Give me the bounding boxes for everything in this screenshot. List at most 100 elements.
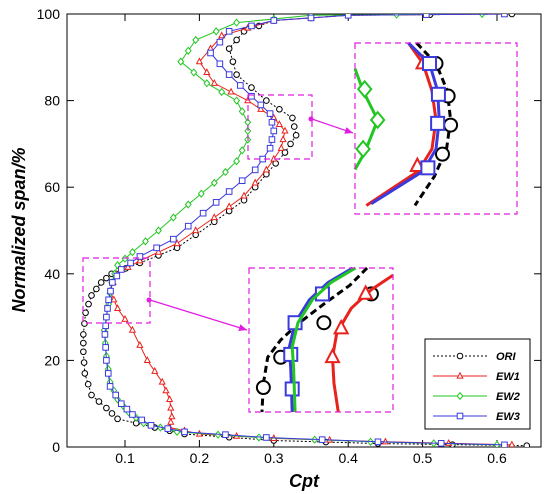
data-point [318,436,326,443]
data-point [101,331,109,338]
y-axis-title: Normalized span/% [9,147,29,312]
data-point [88,292,95,299]
data-point [128,325,137,333]
zoom-callouts [82,41,518,413]
data-point [277,143,285,151]
data-point [225,45,233,52]
legend-marker [456,391,464,401]
zoom-curve-ew2 [353,68,386,171]
legend-item-ori: ORI [433,351,517,363]
data-point [275,120,284,128]
zoom-curve-line [260,266,369,413]
axis-ticks: 0.1 0.2 0.3 0.4 0.5 0.6 0 20 40 60 80 100 [37,6,541,466]
data-point [423,14,430,18]
zoom-arrow-dot [308,116,314,122]
x-tick-label: 0.4 [338,450,358,466]
data-point [151,366,159,374]
data-point [129,411,136,418]
zoom-marker [333,318,350,335]
zoom-marker [314,286,330,302]
data-point [153,244,160,252]
data-point [523,442,531,447]
legend-item-ew3: EW3 [433,411,520,423]
data-point [142,237,149,246]
zoom-marker [284,381,300,397]
data-point [203,79,211,88]
data-point [82,309,89,317]
y-tick-label: 100 [37,6,61,22]
data-point [248,22,255,30]
data-point [233,18,241,27]
data-point [210,178,218,188]
data-point [117,266,125,273]
data-point [136,340,144,348]
data-point [184,222,192,230]
data-point [210,213,218,221]
series-ew3 [101,14,508,447]
zoom-marker [316,315,332,331]
data-point [105,296,112,304]
data-point [181,428,188,436]
data-point [262,165,270,173]
zoom-curve-ew3 [370,41,446,206]
legend-label: EW3 [496,411,520,423]
data-point [268,118,276,126]
zoom-arrow-dot [146,297,152,303]
x-tick-label: 0.2 [190,450,210,466]
zoom-marker [357,284,374,300]
zoom-inset-frame [354,42,518,215]
x-tick-label: 0.6 [487,450,507,466]
data-point [287,140,294,148]
data-point [121,314,129,322]
data-point [248,92,255,100]
data-point [95,398,103,405]
legend-item-ew2: EW2 [433,391,520,403]
data-point [102,322,109,330]
data-point [237,82,244,89]
data-point [136,256,144,264]
data-point [107,287,114,295]
data-point [166,395,174,402]
zoom-region-box [247,94,313,160]
zoom-marker [420,160,436,176]
zoom-arrow-head [344,127,353,134]
zoom-marker [430,115,446,131]
data-point [103,357,110,364]
y-tick-label: 0 [52,439,60,455]
data-point [104,305,111,312]
data-point [80,359,88,366]
data-point [177,57,185,66]
y-tick-label: 80 [44,93,60,109]
data-point [248,84,255,91]
data-point [229,58,237,65]
data-point [212,27,220,36]
data-point [508,440,516,447]
zoom-curve-ew2 [290,266,357,413]
legend-label: ORI [496,351,517,363]
data-point [268,136,276,143]
data-point [218,31,226,39]
data-point [478,14,486,19]
x-tick-label: 0.1 [115,450,135,466]
data-point [136,253,144,260]
legend: ORI EW1 EW2 EW3 [424,338,531,430]
data-point [110,295,118,303]
data-point [195,57,204,65]
data-point [218,87,226,97]
data-point [221,167,229,177]
legend-marker [456,371,464,379]
data-point [103,313,110,321]
data-point [222,431,229,438]
data-point [108,410,116,417]
data-point [257,101,265,109]
zoom-curve-line [290,266,357,413]
data-point [290,123,298,130]
data-point [212,199,220,206]
data-point [138,416,146,424]
plot-frame [66,13,542,448]
zoom-marker [283,346,299,362]
data-point [80,348,87,356]
data-point [203,68,211,76]
data-point [113,272,121,280]
data-point [190,68,198,77]
